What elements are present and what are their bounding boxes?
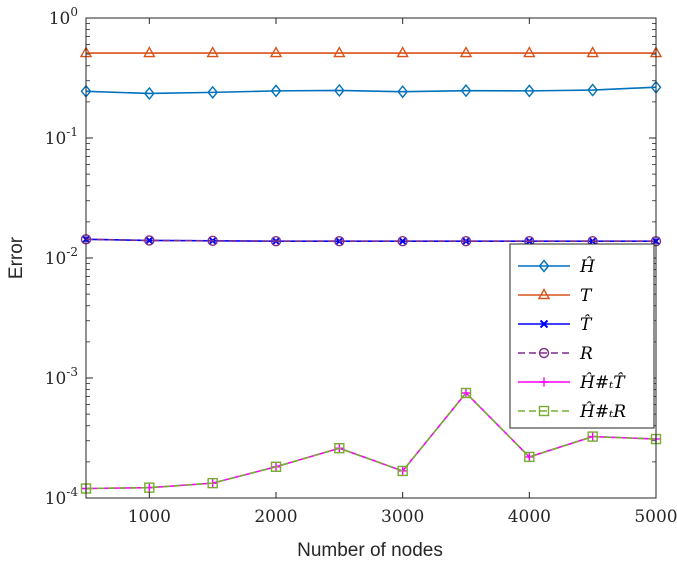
data-point-3-5: [397, 236, 408, 247]
data-point-3-1: [144, 235, 155, 246]
data-point-0-7: [523, 84, 535, 98]
legend-label-5: Ĥ#ₜR: [579, 401, 626, 422]
y-tick-label-3: 10-1: [45, 125, 78, 149]
data-point-1-5: [396, 46, 409, 58]
legend-marker-5: [538, 405, 550, 417]
data-point-5-5: [397, 465, 408, 477]
data-point-2-5: [398, 237, 407, 246]
legend-marker-4: [539, 377, 549, 387]
legend-box: [509, 243, 655, 429]
x-tick-label-1: 2000: [254, 507, 297, 527]
legend-entry-2: T̂: [518, 315, 593, 335]
data-point-0-6: [460, 84, 472, 98]
x-tick-label-0: 1000: [128, 507, 171, 527]
x-axis-title: Number of nodes: [297, 540, 443, 561]
legend-label-3: R: [579, 344, 593, 364]
legend-marker-0: [538, 259, 550, 273]
data-point-0-4: [333, 83, 345, 98]
data-point-4-6: [461, 388, 471, 398]
x-tick-label-4: 5000: [634, 507, 677, 527]
data-point-1-6: [459, 46, 473, 58]
series-0: [80, 80, 662, 101]
data-point-0-5: [397, 85, 409, 99]
data-point-1-4: [333, 46, 346, 58]
data-point-5-6: [460, 387, 472, 399]
data-point-5-3: [270, 461, 282, 472]
data-point-3-4: [334, 236, 345, 247]
y-tick-label-0: 10-4: [45, 485, 79, 509]
data-point-1-8: [586, 46, 599, 58]
legend-label-1: T: [580, 286, 593, 306]
legend-entry-0: Ĥ: [518, 256, 596, 277]
data-point-1-7: [523, 46, 536, 58]
data-point-2-1: [145, 236, 154, 245]
legend-marker-2: [539, 319, 549, 329]
legend-entry-3: R: [518, 344, 593, 364]
data-point-3-2: [207, 235, 218, 247]
x-tick-label-2: 3000: [381, 507, 424, 527]
data-point-4-7: [524, 452, 534, 462]
y-tick-label-4: 100: [49, 5, 78, 29]
data-point-0-8: [587, 83, 599, 97]
x-tick-label-3: 4000: [508, 507, 551, 527]
data-point-1-2: [206, 46, 219, 58]
series-1: [79, 46, 663, 58]
data-point-3-6: [460, 236, 472, 247]
legend: ĤT T̂ R Ĥ#ₜT̂ Ĥ#ₜR: [509, 243, 655, 429]
data-point-0-1: [143, 86, 155, 101]
legend-label-4: Ĥ#ₜT̂: [579, 372, 626, 393]
y-tick-label-1: 10-3: [45, 365, 78, 389]
data-point-0-3: [270, 84, 282, 98]
y-axis-title: Error: [6, 236, 27, 279]
legend-marker-3: [538, 347, 550, 359]
data-point-5-7: [524, 451, 535, 463]
legend-entry-4: Ĥ#ₜT̂: [518, 372, 626, 393]
axes: 1000 2000 3000 4000 5000 10-4 10-3 10-2 10-1 100: [45, 5, 677, 527]
data-point-1-3: [269, 46, 283, 58]
data-point-3-3: [270, 236, 282, 247]
data-point-5-8: [587, 431, 598, 442]
legend-entry-1: T: [518, 286, 593, 306]
legend-marker-1: [537, 288, 551, 300]
data-point-1-1: [143, 46, 156, 58]
data-point-5-4: [334, 443, 345, 454]
series-line-3: [85, 238, 656, 243]
data-point-5-2: [207, 477, 218, 489]
series-line-5: [85, 391, 657, 490]
legend-label-2: T̂: [580, 315, 593, 335]
y-tick-label-2: 10-2: [45, 245, 78, 269]
legend-entry-5: Ĥ#ₜR: [518, 401, 626, 422]
legend-label-0: Ĥ: [579, 256, 596, 277]
data-point-0-2: [207, 85, 219, 99]
series-line-0: [85, 86, 657, 95]
